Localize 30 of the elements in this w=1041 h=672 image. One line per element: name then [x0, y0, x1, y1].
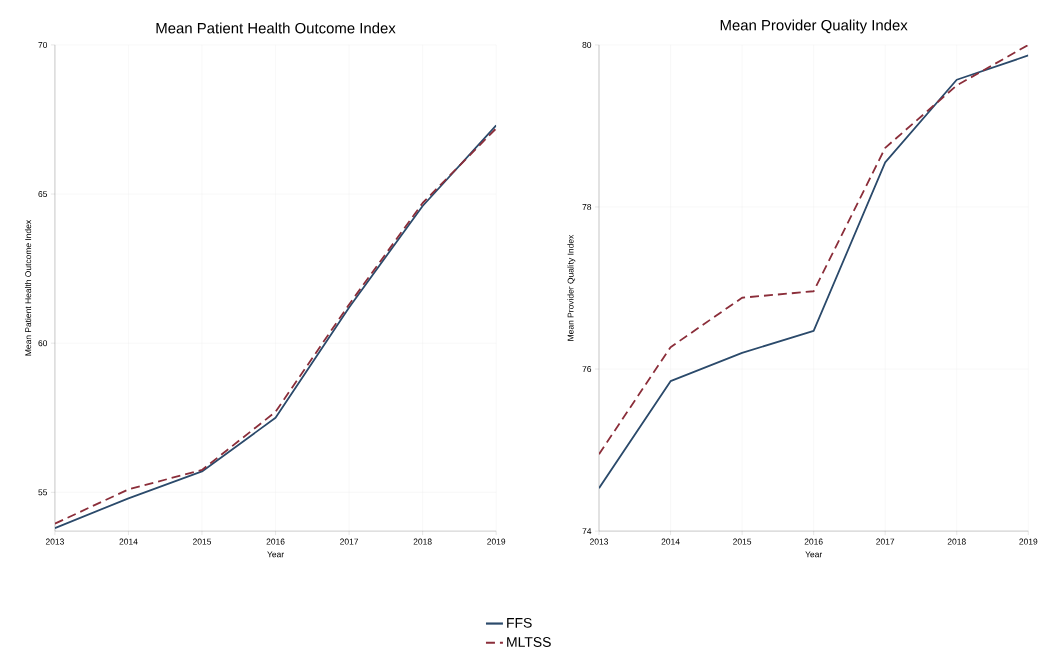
x-tick-label: 2013: [45, 538, 64, 545]
y-axis-title: Mean Patient Health Outcome Index: [24, 220, 32, 356]
x-tick-label: 2015: [733, 538, 752, 545]
x-tick-label: 2018: [413, 538, 432, 545]
y-tick-label: 80: [582, 42, 592, 48]
x-tick-label: 2014: [119, 538, 138, 545]
y-axis-title: Mean Provider Quality Index: [567, 234, 576, 341]
legend-label: MLTSS: [507, 637, 551, 648]
legend-label: FFS: [507, 617, 532, 628]
x-tick-label: 2013: [590, 538, 609, 545]
chart-title: Mean Provider Quality Index: [720, 19, 908, 34]
y-tick-label: 55: [38, 489, 48, 496]
y-tick-label: 60: [38, 340, 48, 347]
x-tick-label: 2019: [1019, 538, 1038, 545]
x-tick-label: 2019: [487, 538, 506, 545]
x-tick-label: 2014: [661, 538, 680, 545]
x-tick-label: 2016: [804, 538, 823, 545]
x-tick-label: 2016: [266, 538, 285, 545]
chart-title: Mean Patient Health Outcome Index: [156, 22, 396, 34]
x-axis-title: Year: [805, 551, 823, 558]
x-axis-title: Year: [267, 551, 284, 558]
x-tick-label: 2017: [340, 538, 359, 545]
y-tick-label: 74: [582, 528, 592, 535]
x-tick-label: 2018: [947, 538, 966, 545]
y-tick-label: 78: [582, 204, 592, 211]
x-tick-label: 2015: [193, 538, 212, 545]
x-tick-label: 2017: [876, 538, 895, 545]
y-tick-label: 76: [582, 366, 592, 373]
y-tick-label: 65: [38, 191, 48, 198]
y-tick-label: 70: [38, 42, 48, 48]
